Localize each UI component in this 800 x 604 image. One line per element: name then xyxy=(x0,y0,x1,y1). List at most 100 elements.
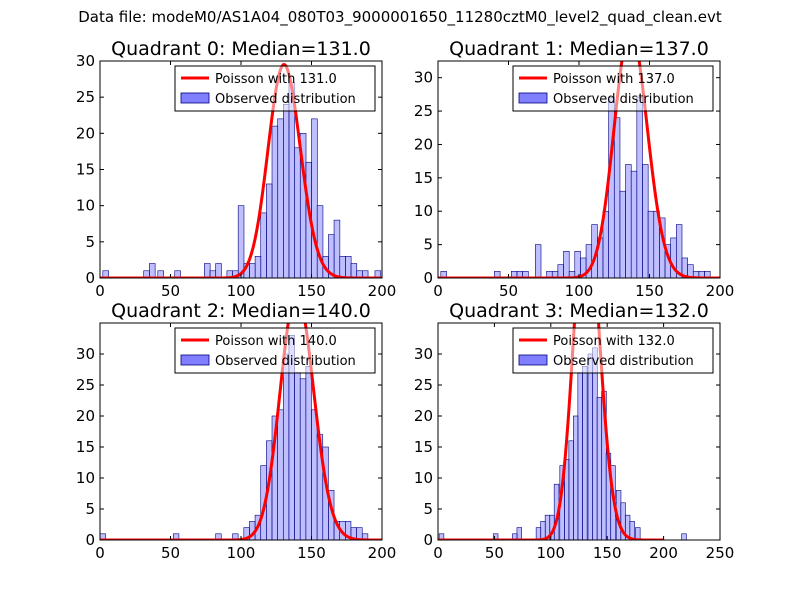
panel-top-right: 0 50 100 150 200 0 5 10 15 20 25 30 Quadrant 1: Medi… xyxy=(414,38,735,300)
legend-line-label: Poisson with 140.0 xyxy=(215,334,337,349)
histogram-bar xyxy=(254,255,262,278)
histogram-bar xyxy=(636,97,643,278)
histogram-bar xyxy=(260,212,267,278)
histogram-bar xyxy=(311,409,318,540)
panel-title: Quadrant 0: Median=131.0 xyxy=(111,38,371,60)
histogram-bar xyxy=(647,210,655,278)
histogram-bar xyxy=(299,378,307,540)
legend-line-label: Poisson with 132.0 xyxy=(553,334,675,349)
y-tick-label: 15 xyxy=(414,169,433,187)
histogram-bars xyxy=(102,82,382,278)
y-tick-label: 20 xyxy=(414,135,433,153)
poisson-curve-group xyxy=(100,63,382,278)
histogram-bar xyxy=(596,397,603,540)
histogram-bar xyxy=(630,170,638,278)
histogram-bar xyxy=(277,118,284,278)
y-tick-label: 20 xyxy=(76,407,95,425)
y-tick-label: 30 xyxy=(414,345,433,363)
histogram-bar xyxy=(568,440,574,540)
histogram-bars xyxy=(440,97,711,278)
histogram-bar xyxy=(282,104,290,278)
y-tick-label: 10 xyxy=(414,469,433,487)
histogram-bar xyxy=(574,250,581,278)
histogram-bar xyxy=(535,527,542,540)
legend-box xyxy=(512,65,714,112)
histogram-bar xyxy=(625,164,632,278)
poisson-curve xyxy=(438,323,664,540)
x-tick-label: 200 xyxy=(368,282,397,300)
histogram-bar xyxy=(563,250,570,278)
x-tick-label: 100 xyxy=(227,544,256,562)
y-tick-label: 10 xyxy=(414,202,433,220)
legend-box xyxy=(174,327,376,374)
histogram-bar xyxy=(350,263,358,278)
histogram-bar xyxy=(681,533,687,540)
legend-bar-label: Observed distribution xyxy=(215,92,356,107)
histogram-bar xyxy=(642,164,649,278)
legend: Poisson with 137.0 Observed distribution xyxy=(512,65,714,112)
x-tick-label: 150 xyxy=(635,282,664,300)
histogram-bar xyxy=(149,263,156,278)
histogram-bar xyxy=(494,271,501,278)
histogram-bar xyxy=(288,82,296,278)
y-tick-label: 25 xyxy=(76,376,95,394)
x-tick-label: 150 xyxy=(593,544,622,562)
x-tick-label: 100 xyxy=(227,282,256,300)
legend-bar-swatch xyxy=(180,354,210,366)
x-tick-label: 200 xyxy=(649,544,678,562)
histogram-bar xyxy=(629,521,635,540)
histogram-bar xyxy=(573,415,579,540)
x-tick-label: 150 xyxy=(297,282,326,300)
y-tick-label: 5 xyxy=(85,233,95,251)
panel-title: Quadrant 3: Median=132.0 xyxy=(449,300,709,322)
x-tick-label: 200 xyxy=(706,282,735,300)
histogram-bar xyxy=(619,190,626,278)
y-tick-label: 30 xyxy=(76,345,95,363)
histogram-bar xyxy=(333,219,341,278)
legend-bar-label: Observed distribution xyxy=(215,354,356,369)
histogram-bar xyxy=(305,366,312,540)
plot-frame xyxy=(437,322,721,541)
legend: Poisson with 140.0 Observed distribution xyxy=(174,327,376,374)
legend-bar-swatch xyxy=(518,354,548,366)
x-tick-label: 250 xyxy=(706,544,735,562)
x-tick-label: 200 xyxy=(368,544,397,562)
histogram-bar xyxy=(266,183,273,278)
y-tick-label: 0 xyxy=(85,269,95,287)
x-tick-label: 0 xyxy=(433,544,443,562)
y-tick-label: 25 xyxy=(414,376,433,394)
histogram-bar xyxy=(522,271,529,278)
histogram-bar xyxy=(249,263,256,278)
panel-bottom-left: 0 50 100 150 200 0 5 10 15 20 25 30 Quadrant 2: Medi… xyxy=(76,300,397,562)
y-tick-label: 25 xyxy=(414,102,433,120)
histogram-bar xyxy=(294,147,301,278)
legend-line-label: Poisson with 131.0 xyxy=(215,72,337,87)
poisson-curve xyxy=(100,63,382,278)
legend-bar-swatch xyxy=(518,92,548,104)
histogram-bar xyxy=(675,224,683,278)
histogram-bar xyxy=(534,244,542,278)
y-tick-label: 25 xyxy=(76,88,95,106)
x-tick-label: 0 xyxy=(95,282,105,300)
x-tick-label: 50 xyxy=(161,282,180,300)
histogram-bar xyxy=(215,263,222,278)
y-tick-label: 15 xyxy=(76,161,95,179)
histogram-bar xyxy=(311,118,318,278)
histogram-bar xyxy=(294,372,301,540)
histogram-bar xyxy=(557,264,564,278)
y-tick-label: 5 xyxy=(423,500,433,518)
histogram-bar xyxy=(277,409,284,540)
y-tick-label: 30 xyxy=(76,52,95,70)
x-tick-label: 100 xyxy=(536,544,565,562)
panel-top-left: 0 50 100 150 200 0 5 10 15 20 25 30 Quadrant 0: Medi… xyxy=(76,38,396,300)
histogram-bar xyxy=(582,366,588,540)
x-tick-label: 0 xyxy=(433,282,443,300)
figure-suptitle: Data file: modeM0/AS1A04_080T03_90000016… xyxy=(78,8,722,26)
histogram-bar xyxy=(339,255,346,278)
legend-bar-label: Observed distribution xyxy=(553,92,694,107)
legend-bar-label: Observed distribution xyxy=(553,354,694,369)
histogram-bar xyxy=(613,117,621,278)
panel-title: Quadrant 1: Median=137.0 xyxy=(449,38,709,60)
y-tick-label: 0 xyxy=(423,531,433,549)
